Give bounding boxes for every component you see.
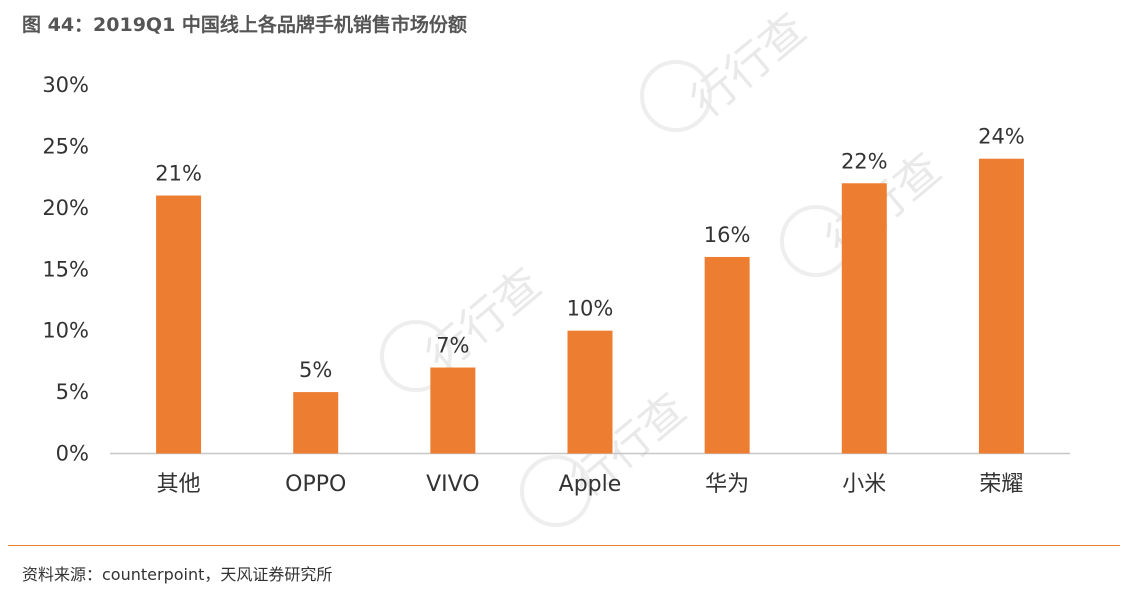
bar-value-label: 16%	[704, 223, 751, 247]
x-tick-label: OPPO	[285, 472, 346, 497]
source-note: 资料来源：counterpoint，天风证券研究所	[22, 565, 333, 584]
y-tick-label: 20%	[42, 196, 89, 220]
bar	[293, 392, 339, 454]
x-tick-label: 小米	[842, 472, 886, 497]
bar-value-label: 5%	[299, 358, 332, 382]
data-labels: 21% 5% 7% 10% 16% 22% 24%	[155, 125, 1025, 382]
bar	[704, 256, 750, 454]
bar-value-label: 22%	[841, 149, 888, 173]
y-tick-label: 0%	[56, 442, 89, 466]
bar-value-label: 7%	[436, 334, 469, 358]
y-tick-label: 10%	[42, 319, 89, 343]
bar-value-label: 21%	[155, 162, 202, 186]
source-divider	[8, 545, 1120, 546]
bar	[978, 158, 1024, 454]
x-tick-label: 华为	[705, 472, 749, 497]
bar-value-label: 24%	[978, 125, 1025, 149]
x-tick-label: Apple	[559, 472, 622, 497]
bar	[841, 183, 887, 454]
x-tick-label: 其他	[157, 472, 201, 497]
bar	[567, 330, 613, 454]
figure-title: 图 44：2019Q1 中国线上各品牌手机销售市场份额	[22, 14, 467, 36]
y-tick-label: 25%	[42, 134, 89, 158]
y-tick-label: 15%	[42, 257, 89, 281]
x-tick-label: 荣耀	[979, 472, 1023, 497]
bars	[156, 158, 1024, 454]
x-tick-label: VIVO	[426, 472, 480, 497]
y-tick-label: 5%	[56, 380, 89, 404]
bar	[156, 195, 202, 454]
bar	[430, 367, 476, 454]
y-tick-label: 30%	[42, 73, 89, 97]
bar-value-label: 10%	[567, 297, 614, 321]
y-axis-labels: 0% 5% 10% 15% 20% 25% 30%	[42, 73, 89, 466]
x-axis-labels: 其他 OPPO VIVO Apple 华为 小米 荣耀	[157, 472, 1024, 497]
bar-chart: 0%5%10%15%20%25%30% 21%5%7%10%16%22%24% …	[42, 73, 1070, 497]
